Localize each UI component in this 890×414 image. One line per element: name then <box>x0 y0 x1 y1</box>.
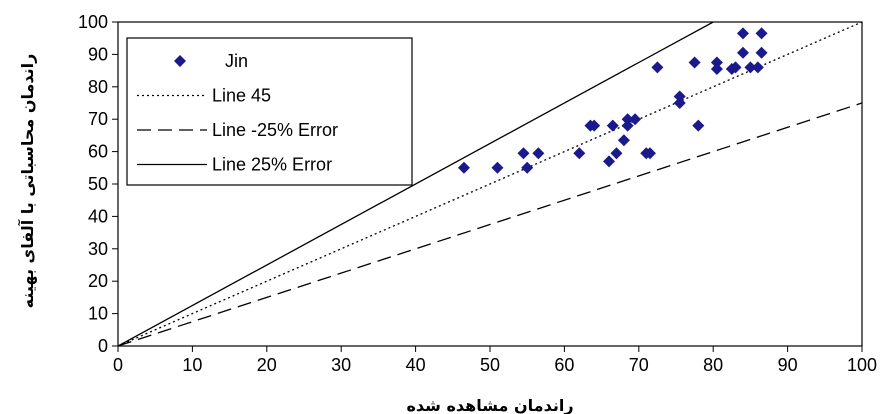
legend-label: Line -25% Error <box>212 120 338 140</box>
y-axis-ticks: 0 10 20 30 40 50 60 70 80 90 100 <box>78 12 118 356</box>
data-point <box>617 134 630 147</box>
data-point <box>651 61 664 74</box>
data-point <box>736 27 749 40</box>
data-point <box>457 161 470 174</box>
data-point <box>744 61 757 74</box>
y-axis-title: راندمان محاسباتی با آلفای بهینه <box>17 54 37 309</box>
legend-label: Jin <box>225 51 248 71</box>
x-tick-label: 10 <box>182 355 202 375</box>
data-point <box>521 161 534 174</box>
y-tick-label: 40 <box>88 206 108 226</box>
data-point <box>610 147 623 160</box>
y-tick-label: 90 <box>88 44 108 64</box>
x-tick-label: 20 <box>257 355 277 375</box>
y-tick-label: 50 <box>88 174 108 194</box>
data-point <box>621 113 634 126</box>
y-tick-label: 60 <box>88 142 108 162</box>
x-axis-title: راندمان مشاهده شده <box>406 396 573 414</box>
data-point <box>755 46 768 59</box>
data-point <box>688 56 701 69</box>
data-point <box>692 119 705 132</box>
x-tick-label: 50 <box>480 355 500 375</box>
x-tick-label: 90 <box>778 355 798 375</box>
series-line-3 <box>118 22 714 346</box>
data-point <box>532 147 545 160</box>
y-tick-label: 100 <box>78 12 108 32</box>
x-axis-ticks: 0 10 20 30 40 50 60 70 80 90 100 <box>113 346 877 375</box>
data-point <box>673 90 686 103</box>
data-point <box>606 119 619 132</box>
legend-label: Line 25% Error <box>212 155 332 175</box>
data-point <box>621 119 634 132</box>
x-tick-label: 40 <box>406 355 426 375</box>
x-tick-label: 30 <box>331 355 351 375</box>
y-tick-label: 80 <box>88 77 108 97</box>
data-point <box>491 161 504 174</box>
series-line-1 <box>118 22 862 346</box>
y-tick-label: 20 <box>88 271 108 291</box>
y-tick-label: 70 <box>88 109 108 129</box>
y-tick-label: 0 <box>98 336 108 356</box>
data-point <box>729 61 742 74</box>
legend: Jin Line 45 Line -25% Error Line 25% Error <box>126 37 413 186</box>
data-point <box>517 147 530 160</box>
y-tick-label: 30 <box>88 239 108 259</box>
legend-swatch-marker <box>174 55 186 67</box>
x-tick-label: 100 <box>847 355 877 375</box>
data-point <box>755 27 768 40</box>
data-point <box>629 113 642 126</box>
x-tick-label: 0 <box>113 355 123 375</box>
series-line-2 <box>118 102 862 346</box>
data-point <box>603 155 616 168</box>
x-tick-label: 70 <box>629 355 649 375</box>
x-tick-label: 60 <box>554 355 574 375</box>
data-point <box>573 147 586 160</box>
reference-lines <box>118 22 862 346</box>
data-point <box>751 61 764 74</box>
data-point <box>588 119 601 132</box>
data-point <box>643 147 656 160</box>
legend-box <box>126 37 413 186</box>
data-point <box>710 56 723 69</box>
data-point <box>736 46 749 59</box>
legend-label: Line 45 <box>212 86 271 106</box>
data-points <box>457 27 768 174</box>
y-tick-label: 10 <box>88 304 108 324</box>
x-tick-label: 80 <box>703 355 723 375</box>
data-point <box>673 97 686 109</box>
data-point <box>710 62 723 75</box>
